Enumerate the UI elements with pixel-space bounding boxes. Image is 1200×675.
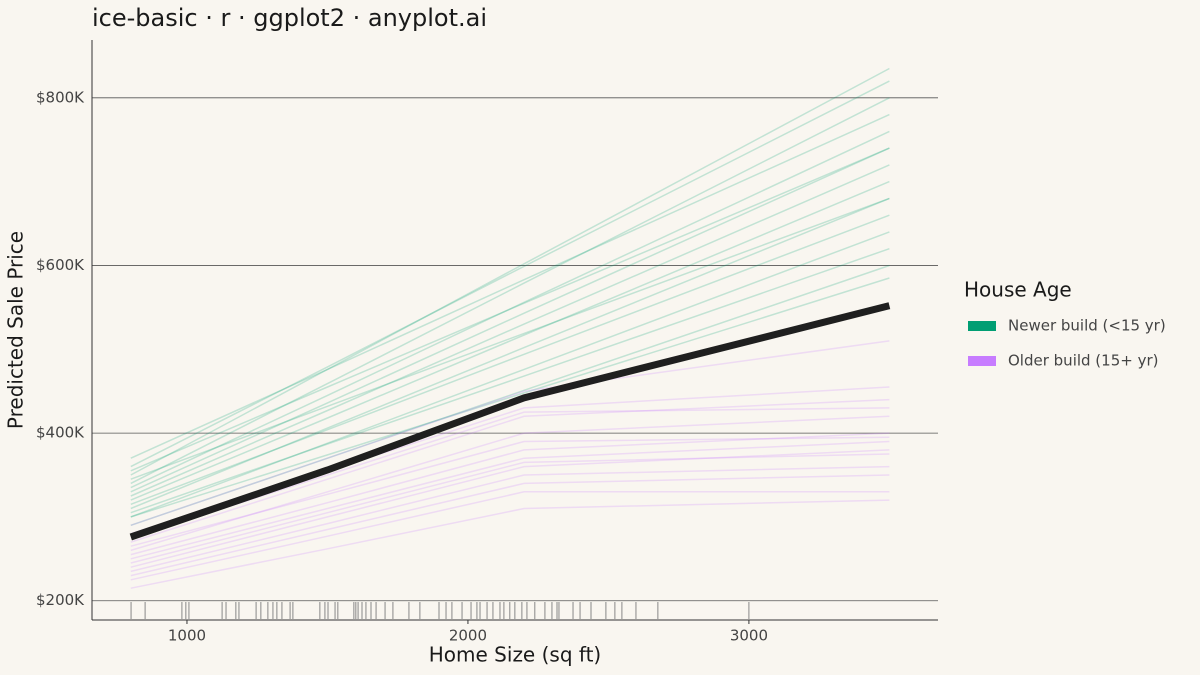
x-tick-label: 2000 xyxy=(449,627,487,645)
ice-line xyxy=(130,197,890,510)
ice-line xyxy=(130,180,890,501)
ice-line xyxy=(130,231,890,518)
ice-line xyxy=(130,465,890,573)
ice-line xyxy=(130,398,890,543)
ice-line xyxy=(130,264,890,527)
ice-line xyxy=(130,340,890,527)
x-axis-label: Home Size (sq ft) xyxy=(429,643,601,667)
ice-line xyxy=(130,474,890,577)
ice-line xyxy=(130,164,890,497)
ice-line xyxy=(130,147,890,493)
ice-line xyxy=(130,113,890,459)
y-tick-label: $800K xyxy=(36,88,85,106)
legend-title: House Age xyxy=(964,278,1072,302)
average-line xyxy=(129,302,891,541)
y-tick-label: $200K xyxy=(36,591,85,609)
ice-line xyxy=(130,436,890,547)
ice-line xyxy=(130,97,890,485)
y-tick-label: $400K xyxy=(36,424,85,442)
ice-line xyxy=(130,277,890,518)
ice-line xyxy=(130,247,890,514)
ice-line xyxy=(130,80,890,468)
legend-label: Newer build (<15 yr) xyxy=(1008,317,1166,335)
legend-label: Older build (15+ yr) xyxy=(1008,352,1158,370)
legend-key xyxy=(968,356,996,366)
ice-line xyxy=(130,440,890,560)
ice-line xyxy=(130,130,890,489)
ice-line xyxy=(130,453,890,564)
ice-line xyxy=(130,197,890,480)
x-tick-label: 3000 xyxy=(730,627,768,645)
ice-line xyxy=(130,214,890,506)
y-axis-label: Predicted Sale Price xyxy=(4,231,28,429)
ice-line xyxy=(130,147,890,472)
chart-title: ice-basic · r · ggplot2 · anyplot.ai xyxy=(92,4,487,32)
ice-line xyxy=(130,67,890,476)
ice-line xyxy=(130,499,890,589)
legend-key xyxy=(968,321,996,331)
ice-line xyxy=(130,449,890,568)
x-tick-label: 1000 xyxy=(168,627,206,645)
ice-line xyxy=(130,491,890,581)
ice-line xyxy=(130,415,890,552)
y-tick-label: $600K xyxy=(36,256,85,274)
ice-line xyxy=(130,432,890,556)
